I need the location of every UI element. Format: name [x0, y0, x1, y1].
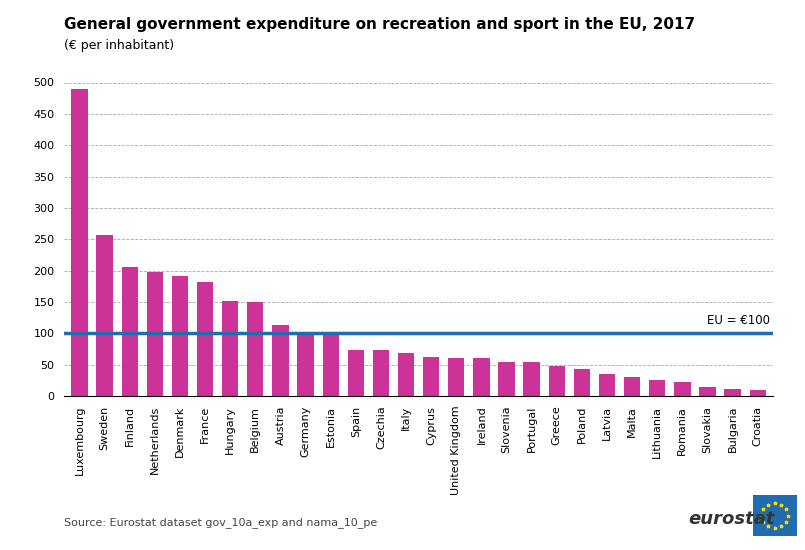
Bar: [498, 361, 514, 396]
Text: General government expenditure on recreation and sport in the EU, 2017: General government expenditure on recrea…: [64, 16, 696, 31]
Bar: [72, 89, 88, 396]
Bar: [398, 353, 415, 396]
Bar: [272, 325, 289, 396]
Bar: [197, 282, 213, 396]
Bar: [222, 301, 238, 396]
Bar: [624, 377, 640, 396]
Bar: [373, 350, 389, 396]
Bar: [297, 333, 314, 396]
Bar: [423, 357, 440, 396]
Bar: [448, 358, 464, 396]
Bar: [574, 369, 590, 396]
Bar: [97, 235, 113, 396]
Bar: [147, 272, 163, 396]
Bar: [749, 390, 766, 396]
Bar: [700, 387, 716, 396]
Bar: [473, 359, 489, 396]
Text: EU = €100: EU = €100: [708, 314, 770, 327]
Bar: [523, 362, 540, 396]
Bar: [323, 333, 339, 396]
Text: (€ per inhabitant): (€ per inhabitant): [64, 39, 175, 52]
Bar: [649, 379, 666, 396]
Bar: [675, 382, 691, 396]
Bar: [724, 389, 741, 396]
Bar: [548, 366, 565, 396]
Bar: [171, 276, 188, 396]
Bar: [247, 302, 263, 396]
Bar: [348, 350, 364, 396]
Bar: [122, 267, 138, 396]
Bar: [599, 374, 615, 396]
Text: Source: Eurostat dataset gov_10a_exp and nama_10_pe: Source: Eurostat dataset gov_10a_exp and…: [64, 517, 378, 528]
Text: eurostat: eurostat: [688, 510, 774, 528]
